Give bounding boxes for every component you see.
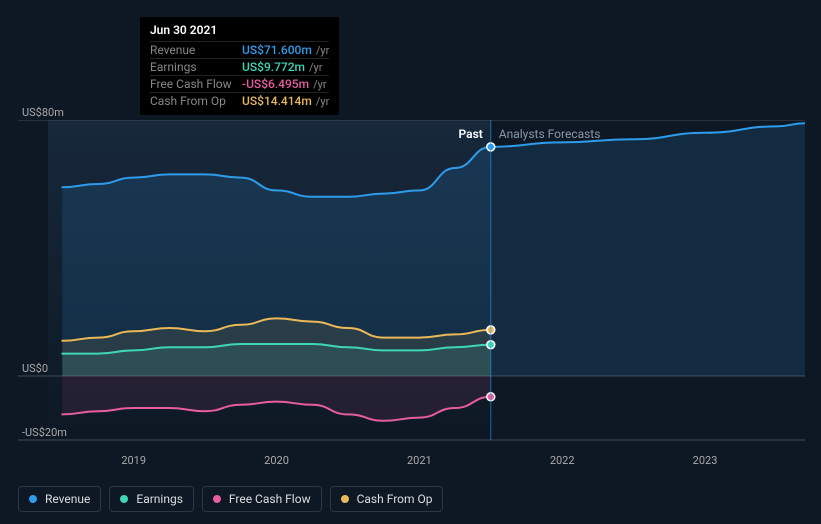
tooltip-metric-value: US$14.414m	[242, 94, 312, 108]
x-axis-tick: 2021	[407, 454, 432, 467]
x-axis-tick: 2023	[693, 454, 718, 467]
chart-area: Past Analysts Forecasts	[18, 120, 805, 454]
chart-legend: Revenue Earnings Free Cash Flow Cash From O…	[18, 486, 443, 512]
legend-item-cash-from-op[interactable]: Cash From Op	[330, 486, 444, 512]
y-axis-tick: -US$20m	[22, 426, 67, 439]
svg-text:Analysts Forecasts: Analysts Forecasts	[499, 127, 601, 141]
tooltip-row: Cash From OpUS$14.414m/yr	[150, 92, 329, 109]
legend-label: Free Cash Flow	[229, 492, 311, 506]
legend-dot-icon	[120, 495, 128, 503]
tooltip-unit: /yr	[309, 61, 322, 74]
y-axis-tick: US$0	[22, 362, 48, 375]
legend-item-earnings[interactable]: Earnings	[109, 486, 194, 512]
earnings-chart: Past Analysts Forecasts	[18, 120, 805, 454]
tooltip-unit: /yr	[316, 95, 329, 108]
legend-dot-icon	[29, 495, 37, 503]
tooltip-date: Jun 30 2021	[150, 23, 329, 37]
tooltip-metric-label: Free Cash Flow	[150, 77, 242, 91]
legend-item-revenue[interactable]: Revenue	[18, 486, 101, 512]
data-tooltip: Jun 30 2021RevenueUS$71.600m/yrEarningsU…	[140, 17, 339, 115]
tooltip-metric-value: US$9.772m	[242, 60, 305, 74]
tooltip-row: Free Cash Flow-US$6.495m/yr	[150, 75, 329, 92]
tooltip-row: RevenueUS$71.600m/yr	[150, 41, 329, 58]
tooltip-metric-value: US$71.600m	[242, 43, 312, 57]
legend-label: Earnings	[136, 492, 183, 506]
legend-label: Revenue	[45, 492, 90, 506]
legend-dot-icon	[213, 495, 221, 503]
x-axis-tick: 2019	[121, 454, 146, 467]
tooltip-metric-label: Earnings	[150, 60, 242, 74]
svg-text:Past: Past	[458, 127, 482, 141]
legend-dot-icon	[341, 495, 349, 503]
tooltip-unit: /yr	[313, 78, 326, 91]
tooltip-metric-label: Revenue	[150, 43, 242, 57]
x-axis-tick: 2020	[264, 454, 289, 467]
tooltip-unit: /yr	[316, 44, 329, 57]
tooltip-metric-label: Cash From Op	[150, 94, 242, 108]
x-axis-labels: 2019 2020 2021 2022 2023	[18, 454, 805, 474]
legend-label: Cash From Op	[357, 492, 433, 506]
y-axis-tick: US$80m	[22, 106, 64, 119]
tooltip-metric-value: -US$6.495m	[242, 77, 309, 91]
legend-item-free-cash-flow[interactable]: Free Cash Flow	[202, 486, 322, 512]
tooltip-row: EarningsUS$9.772m/yr	[150, 58, 329, 75]
x-axis-tick: 2022	[550, 454, 575, 467]
